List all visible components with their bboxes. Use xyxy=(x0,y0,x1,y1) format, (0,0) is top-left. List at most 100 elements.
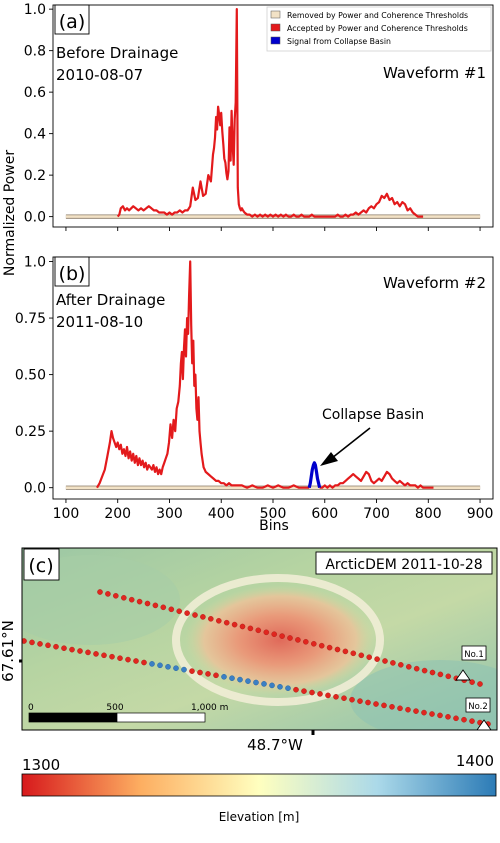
panel-b-ytick-label: 0.50 xyxy=(15,368,46,384)
legend-swatch-collapse xyxy=(270,36,281,45)
track-point-basin xyxy=(245,678,251,684)
track-point xyxy=(429,711,435,717)
track-point xyxy=(85,649,91,656)
track-point xyxy=(301,688,307,694)
marker-no1-label: No.1 xyxy=(464,650,484,660)
colorbar-label: Elevation [m] xyxy=(219,810,300,824)
panel-b-xtick-label: 600 xyxy=(311,506,338,522)
scale-bar-white xyxy=(116,712,206,723)
x-axis-label: Bins xyxy=(259,518,289,534)
panel-b-xtick-label: 100 xyxy=(53,506,80,522)
colorbar-max: 1400 xyxy=(456,752,494,770)
track-point-basin xyxy=(149,661,155,667)
track-point xyxy=(69,646,75,653)
panel-b-ytick-label: 0.75 xyxy=(15,311,46,327)
scale-label-0: 0 xyxy=(28,703,34,713)
panel-b-series xyxy=(65,260,481,490)
track-point xyxy=(133,658,139,664)
track-point xyxy=(205,671,211,677)
track-point xyxy=(341,695,347,702)
track-point xyxy=(309,689,315,696)
panel-b-ytick-label: 1.0 xyxy=(24,255,46,271)
track-point xyxy=(192,612,198,618)
legend-label-accepted: Accepted by Power and Coherence Threshol… xyxy=(287,24,468,33)
basin-rim xyxy=(172,574,384,706)
marker-no1-triangle xyxy=(455,669,471,681)
longitude-label: 48.7°W xyxy=(247,736,303,754)
scale-bar-black xyxy=(28,712,118,723)
track-point-basin xyxy=(157,662,163,669)
track-point xyxy=(469,679,475,685)
track-point xyxy=(152,602,159,609)
track-point xyxy=(287,635,293,641)
track-point xyxy=(358,652,365,659)
legend-entry-removed: Removed by Power and Coherence Threshold… xyxy=(270,10,468,20)
track-point xyxy=(477,681,483,687)
track-point xyxy=(77,648,83,654)
track-point xyxy=(326,644,333,651)
y-axis-label: Normalized Power xyxy=(2,150,18,276)
track-point xyxy=(128,596,135,603)
track-point xyxy=(389,704,395,710)
panel-b-xtick-label: 200 xyxy=(104,506,131,522)
track-point xyxy=(29,639,35,646)
track-point xyxy=(231,621,238,628)
track-point xyxy=(318,642,325,649)
track-point xyxy=(397,705,403,712)
track-point xyxy=(453,715,459,722)
track-point xyxy=(350,650,357,657)
track-point xyxy=(37,641,43,647)
track-point xyxy=(113,593,119,599)
marker-no1: No.1 xyxy=(455,645,487,681)
track-point xyxy=(357,698,363,704)
track-point-basin xyxy=(253,679,259,686)
collapse-basin-arrow-shaft xyxy=(331,427,371,459)
track-point xyxy=(413,665,420,672)
colorbar-gradient xyxy=(21,773,497,797)
series-accepted xyxy=(116,8,424,218)
map-title: ArcticDEM 2011-10-28 xyxy=(325,557,482,573)
collapse-basin xyxy=(185,585,375,695)
legend-swatch-accepted xyxy=(270,23,281,32)
map-hill-shade-left xyxy=(22,555,180,645)
track-point-basin xyxy=(221,674,227,680)
track-point xyxy=(421,667,428,674)
panel-b-ticks: 0.0 0.25 0.50 0.75 1.0 100 200 300 400 500 600 700 8… xyxy=(15,255,494,522)
legend-swatch-removed xyxy=(270,10,281,19)
track-point xyxy=(168,606,175,613)
panel-a-letter: (a) xyxy=(59,11,85,33)
track-point-basin xyxy=(269,682,275,689)
track-point xyxy=(255,627,262,634)
panel-c-letter: (c) xyxy=(28,555,53,577)
panel-c-map: No.1 No.2 (c) ArcticDEM 2011-10-28 0 500… xyxy=(0,547,498,754)
legend-label-removed: Removed by Power and Coherence Threshold… xyxy=(287,11,468,20)
panel-b-xtick-label: 300 xyxy=(156,506,183,522)
track-point xyxy=(413,708,419,714)
track-point xyxy=(445,714,451,720)
track-point xyxy=(333,694,339,700)
track-point xyxy=(176,608,182,615)
series-accepted xyxy=(96,260,310,489)
track-point xyxy=(215,618,222,624)
track-point xyxy=(271,631,278,638)
panel-b-label-box: (b) xyxy=(54,256,90,287)
track-point xyxy=(117,655,123,662)
track-point xyxy=(342,648,349,655)
panel-c-label-box: (c) xyxy=(23,548,60,581)
panel-b-title-line-2: 2011-08-10 xyxy=(56,313,143,331)
track-point xyxy=(263,629,270,636)
track-point xyxy=(437,712,443,719)
colorbar: 1300 1400 Elevation [m] xyxy=(21,752,497,824)
legend-entry-collapse: Signal from Collapse Basin xyxy=(270,36,391,46)
track-point xyxy=(373,701,379,707)
track-point xyxy=(141,659,147,666)
panel-a-series xyxy=(65,8,481,219)
track-point xyxy=(279,633,285,639)
track-point xyxy=(45,642,51,649)
track-point-basin xyxy=(181,666,187,673)
track-point xyxy=(189,668,195,674)
track-point xyxy=(325,692,331,699)
track-point xyxy=(295,637,301,643)
panel-b-xtick-label: 400 xyxy=(208,506,235,522)
track-point xyxy=(93,651,99,657)
